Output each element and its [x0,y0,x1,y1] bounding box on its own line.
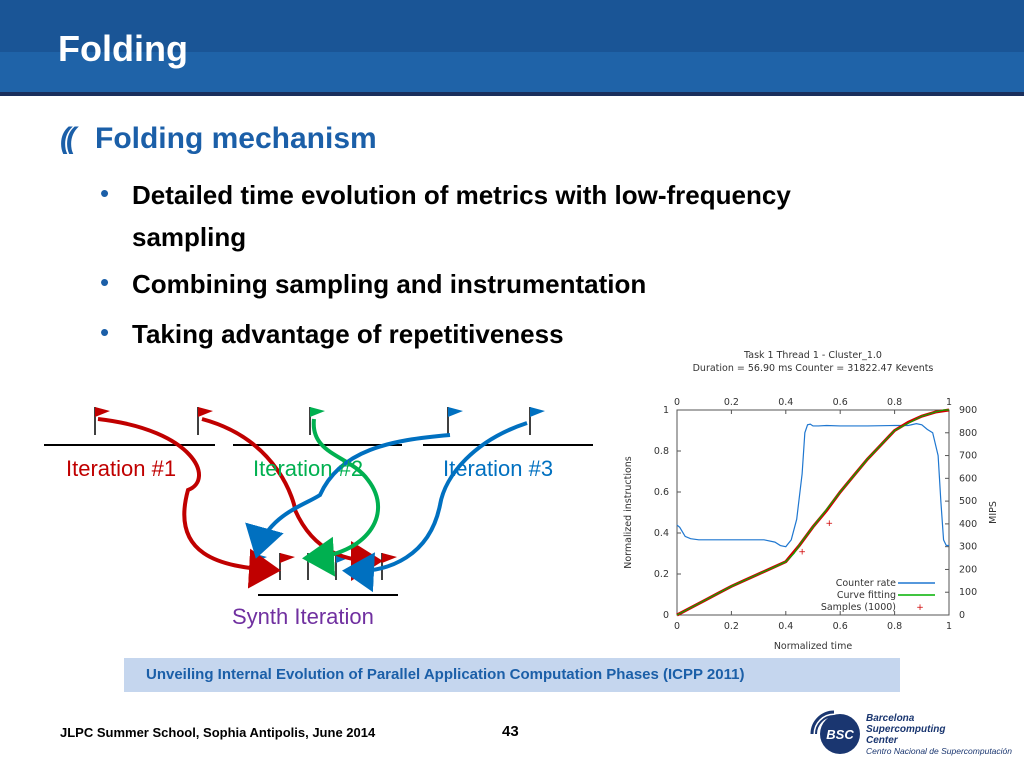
x-tick-label: 0.2 [724,397,739,408]
reference-box: Unveiling Internal Evolution of Parallel… [124,658,900,692]
flag-icon [447,407,463,435]
y-axis-label: Normalized instructions [623,456,634,569]
x-tick-label: 0.4 [778,397,793,408]
y2-tick-label: 0 [959,610,965,621]
x-tick-label: 1 [946,397,952,408]
y-tick-label: 0.6 [654,487,669,498]
synth-iteration-label: Synth Iteration [232,604,374,629]
bullet-dot-icon: • [100,178,110,208]
logo-mark: BSC [826,727,854,742]
logo-line: Supercomputing [866,724,946,735]
x-tick-label: 0.6 [833,621,848,632]
sample-marker: + [826,519,834,529]
legend-label: Curve fitting [837,590,896,601]
y2-tick-label: 700 [959,451,977,462]
x-tick-label: 1 [946,621,952,632]
y2-tick-label: 500 [959,496,977,507]
fold-arrow [245,433,451,559]
folding-diagram [44,407,593,596]
flag-icon [309,407,325,435]
y2-tick-label: 200 [959,564,977,575]
series-curve-fitting [676,409,949,616]
x-tick-label: 0.6 [833,397,848,408]
footer-text: JLPC Summer School, Sophia Antipolis, Ju… [60,725,376,740]
y2-axis-label: MIPS [988,501,999,524]
x-tick-label: 0.4 [778,621,793,632]
bullet-text: Detailed time evolution of metrics with … [132,174,932,258]
y2-tick-label: 400 [959,519,977,530]
y-tick-label: 0.4 [654,528,669,539]
fold-arrow [302,418,380,577]
logo-line: Center [866,735,898,746]
bullet-line: sampling [132,222,247,252]
logo-line: Barcelona [866,713,915,724]
reference-text: Unveiling Internal Evolution of Parallel… [146,666,745,683]
y-tick-label: 0.2 [654,569,669,580]
x-tick-label: 0 [674,397,680,408]
y-tick-label: 0 [663,610,669,621]
y2-tick-label: 300 [959,542,977,553]
chart-subtitle: Duration = 56.90 ms Counter = 31822.47 K… [693,363,934,374]
x-tick-label: 0.2 [724,621,739,632]
bullet-text: Taking advantage of repetitiveness [132,319,564,349]
title-bar-underline [0,92,1024,96]
bullet-text: Combining sampling and instrumentation [132,269,647,299]
page-number: 43 [502,723,519,740]
fold-arrow [201,417,383,581]
sample-marker: + [798,547,806,557]
level1-text: Folding mechanism [95,122,377,155]
fold-arrow [97,417,281,589]
flag-icon [94,407,110,435]
bullet-dot-icon: • [100,317,110,347]
iteration-label: Iteration #2 [253,456,364,481]
x-tick-label: 0.8 [887,397,902,408]
y-tick-label: 0.8 [654,446,669,457]
fold-arrow [342,421,528,593]
slide-title: Folding [58,28,188,69]
logo-subtitle: Centro Nacional de Supercomputación [866,746,1013,756]
plot-frame [676,409,950,616]
y2-tick-label: 900 [959,405,977,416]
logo-text: Barcelona Supercomputing Center Centro N… [866,713,1012,757]
legend-label: Counter rate [836,578,896,589]
series-counter-rate [676,423,949,548]
y2-tick-label: 600 [959,473,977,484]
legend-marker: + [916,603,924,613]
bullet-line: Detailed time evolution of metrics with … [132,180,791,210]
title-bar [0,0,1024,96]
x-tick-label: 0 [674,621,680,632]
chart-title: Task 1 Thread 1 - Cluster_1.0 [743,350,882,361]
title-bar-band [0,0,1024,52]
y2-tick-label: 100 [959,587,977,598]
series-samples-line [676,408,950,617]
flag-icon [529,407,545,435]
iteration-label: Iteration #1 [66,456,177,481]
y-tick-label: 1 [663,405,669,416]
legend-label: Samples (1000) [821,602,896,613]
y2-tick-label: 800 [959,428,977,439]
bsc-logo: BSC [810,710,860,754]
folding-chart: Task 1 Thread 1 - Cluster_1.0 Duration = … [623,350,999,652]
bullet-dot-icon: • [100,267,110,297]
level1-bullet-icon: (( [60,122,76,155]
flag-icon [279,553,295,580]
iteration-label: Iteration #3 [443,456,554,481]
x-tick-label: 0.8 [887,621,902,632]
flag-icon [197,407,213,435]
x-axis-label: Normalized time [774,641,853,652]
